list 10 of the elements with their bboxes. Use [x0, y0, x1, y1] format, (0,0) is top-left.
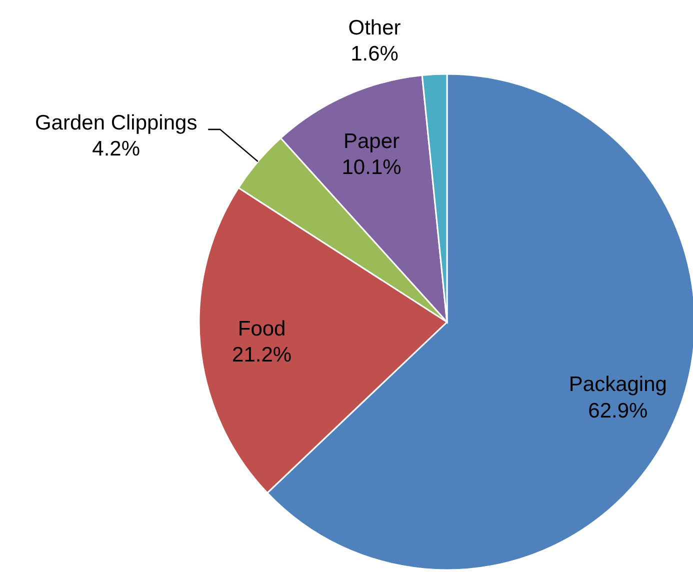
slice-label: Food [238, 317, 286, 340]
data-label: 21.2% [232, 344, 292, 367]
slice-label: Garden Clippings [34, 111, 198, 134]
data-label: 4.2% [92, 138, 140, 161]
slice-label: Paper [344, 130, 400, 153]
slice-label: Other [348, 16, 401, 40]
data-label: 10.1% [342, 156, 402, 180]
data-label: 1.6% [350, 42, 398, 66]
slice-label: Packaging [568, 373, 667, 396]
data-label: 62.9% [588, 399, 648, 422]
